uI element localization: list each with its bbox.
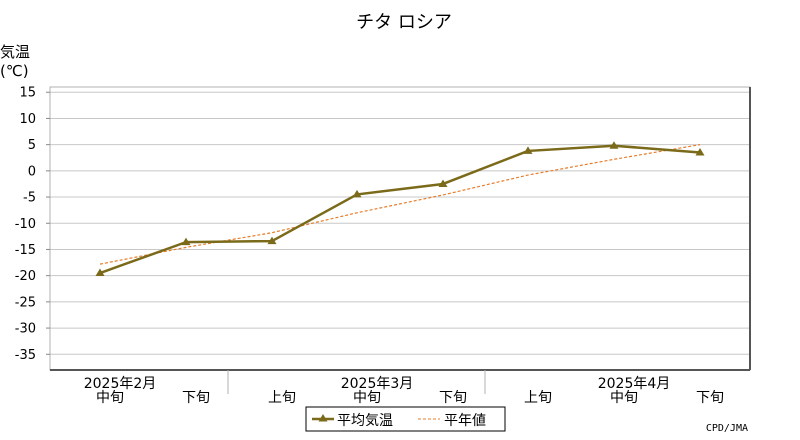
y-axis-label-line2: (℃) xyxy=(0,62,29,80)
y-tick-label: -15 xyxy=(15,243,36,258)
x-tick-label: 下旬 xyxy=(439,390,467,406)
data-point-mean-1 xyxy=(181,237,191,246)
credit-text: CPD/JMA xyxy=(706,423,748,434)
x-tick-label: 中旬 xyxy=(610,390,638,406)
month-label: 2025年4月 xyxy=(598,376,671,392)
legend-label-mean: 平均気温 xyxy=(337,413,393,429)
y-tick-label: -10 xyxy=(15,217,36,232)
x-tick-label: 中旬 xyxy=(353,390,381,406)
legend-triangle-icon xyxy=(318,414,328,422)
data-point-mean-4 xyxy=(438,179,448,187)
legend-label-normal: 平年値 xyxy=(444,413,486,429)
legend: 平均気温 平年値 xyxy=(305,406,506,432)
series-layer xyxy=(95,141,705,277)
x-tick-label: 下旬 xyxy=(182,390,210,406)
data-point-mean-7 xyxy=(695,148,705,156)
month-label: 2025年3月 xyxy=(341,376,414,392)
y-tick-label: -25 xyxy=(15,295,36,310)
month-label: 2025年2月 xyxy=(84,376,157,392)
x-tick-label: 上旬 xyxy=(524,390,552,406)
data-point-mean-0 xyxy=(95,268,105,277)
series-line-mean xyxy=(99,144,701,275)
chart-title: チタ ロシア xyxy=(356,12,452,33)
y-tick-label: -20 xyxy=(15,269,36,284)
y-tick-label: -30 xyxy=(15,322,36,337)
y-tick-label: -5 xyxy=(23,191,36,206)
y-tick-label: 5 xyxy=(28,138,36,153)
legend-box xyxy=(305,406,506,432)
data-point-mean-5 xyxy=(523,146,533,154)
data-point-mean-3 xyxy=(352,189,362,198)
y-tick-label: -35 xyxy=(15,348,36,363)
x-tick-label: 中旬 xyxy=(96,390,124,406)
series-line-normal xyxy=(99,144,701,265)
x-tick-label: 上旬 xyxy=(268,390,296,406)
data-point-mean-2 xyxy=(267,236,277,245)
plot-frame xyxy=(49,86,751,371)
y-tick-label: 10 xyxy=(19,112,36,127)
y-axis-label-line1: 気温 xyxy=(0,43,30,61)
y-tick-label: 15 xyxy=(19,86,36,101)
y-ticks: 15 10 5 0 -5 -10 -15 -20 -25 -30 -35 xyxy=(15,86,50,363)
data-point-mean-6 xyxy=(609,141,619,149)
x-tick-label: 下旬 xyxy=(696,390,724,406)
gridlines xyxy=(50,91,750,355)
y-tick-label: 0 xyxy=(28,164,36,179)
